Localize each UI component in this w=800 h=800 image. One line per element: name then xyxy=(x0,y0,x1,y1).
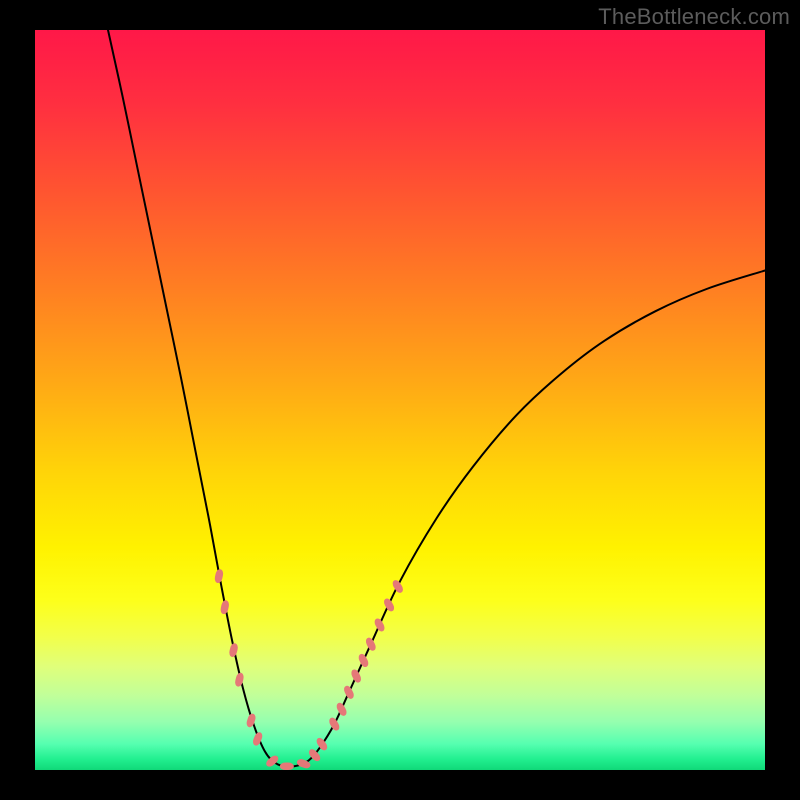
watermark-label: TheBottleneck.com xyxy=(598,4,790,30)
bottleneck-chart xyxy=(0,0,800,800)
plot-background xyxy=(35,30,765,770)
chart-frame: TheBottleneck.com xyxy=(0,0,800,800)
curve-marker xyxy=(280,763,293,770)
